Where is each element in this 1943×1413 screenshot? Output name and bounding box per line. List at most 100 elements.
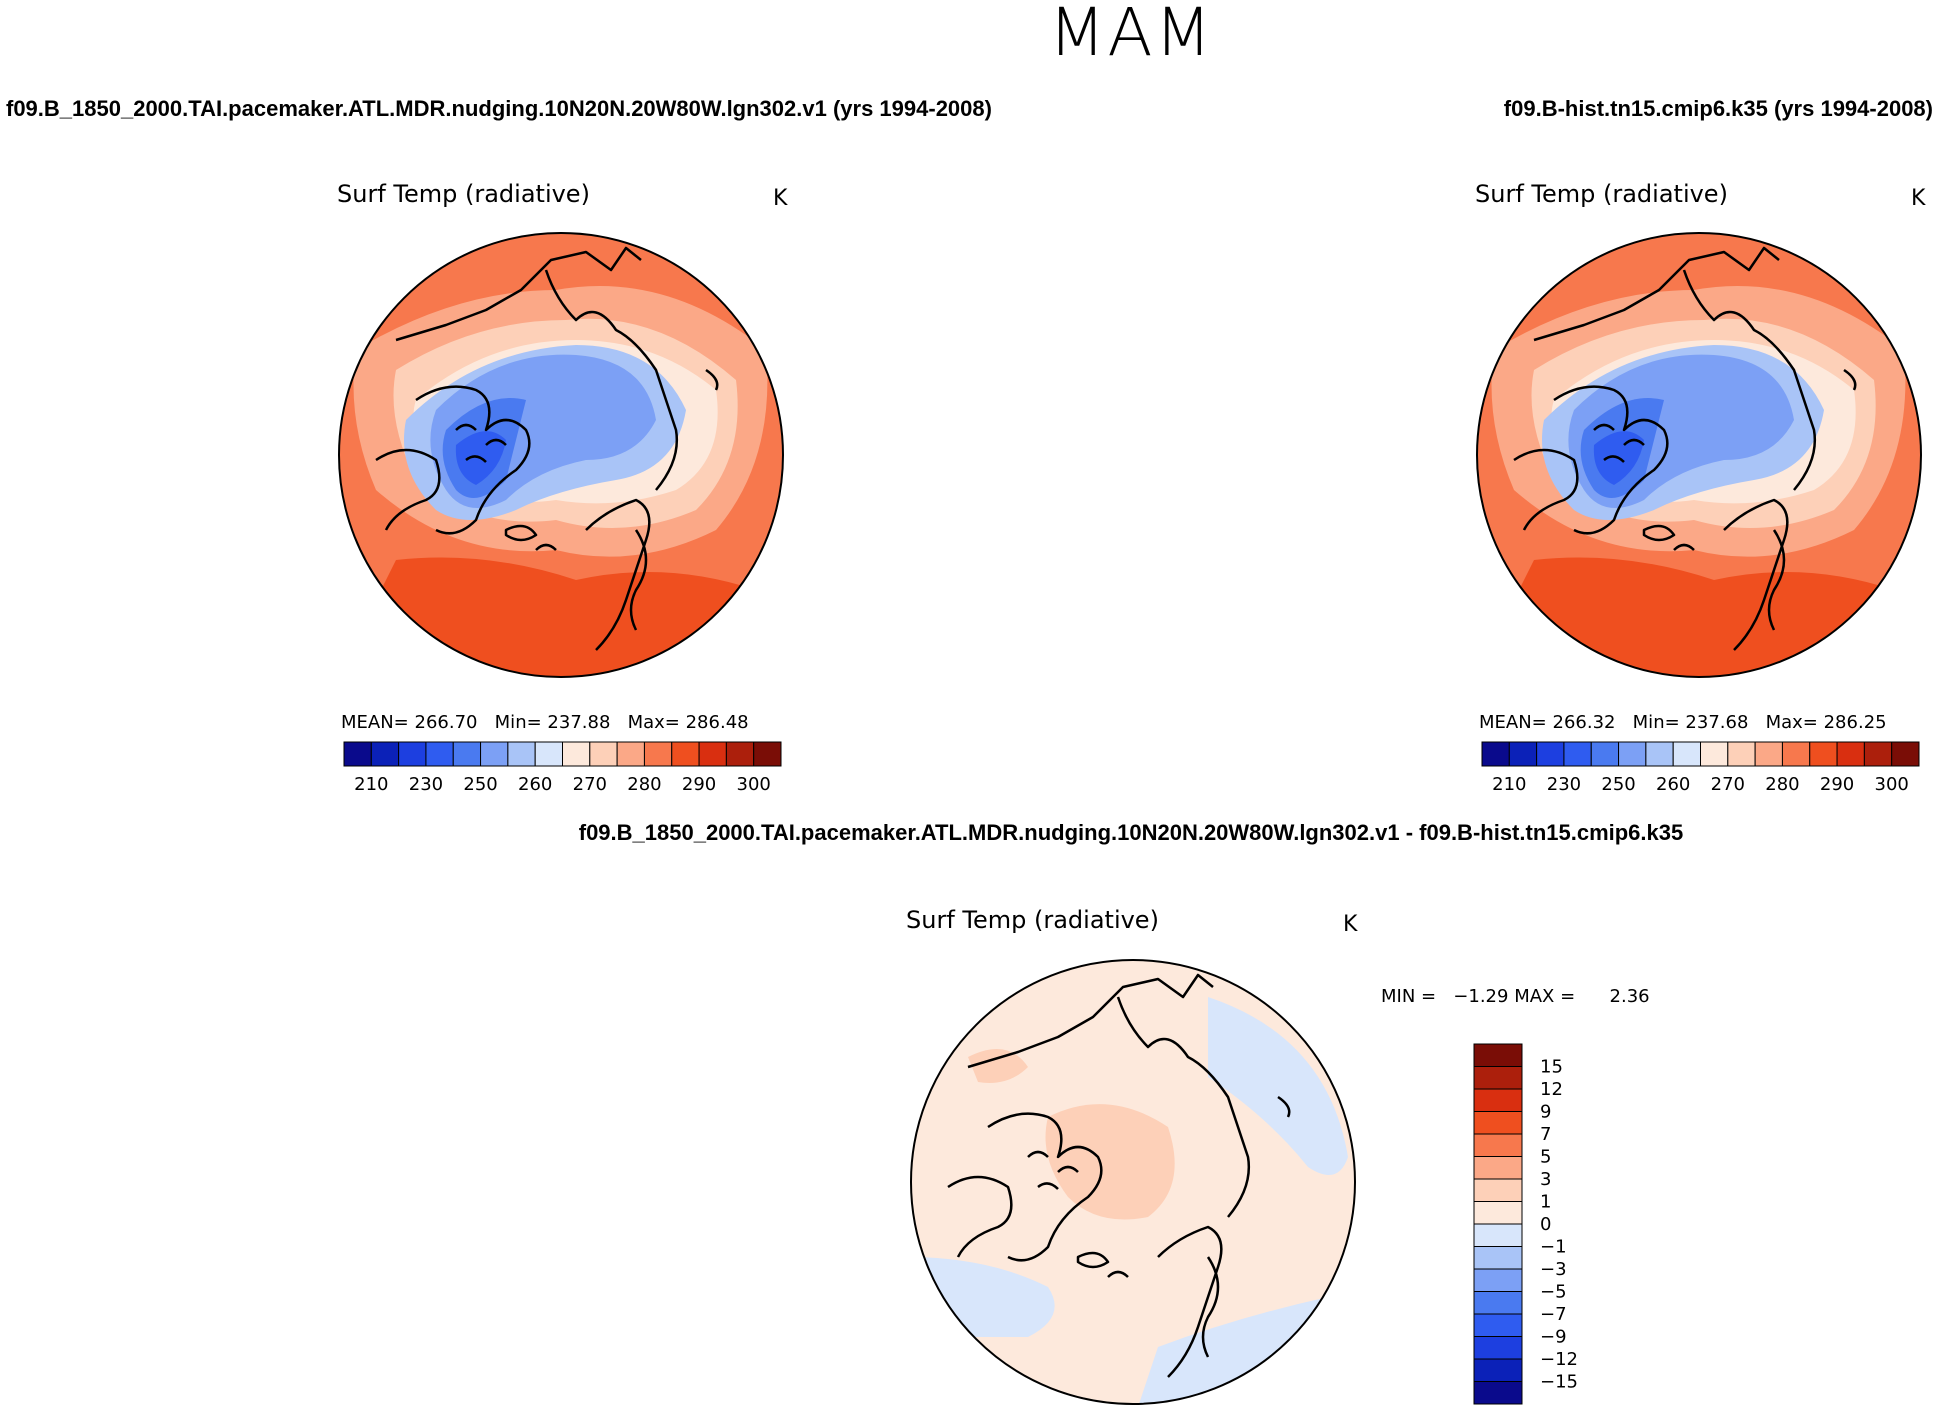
colorbar-swatch: [1473, 1066, 1523, 1090]
field-contour: [1045, 1104, 1175, 1220]
mean-value: 266.32: [1552, 712, 1616, 733]
colorbar-swatch: [1473, 1336, 1523, 1360]
colorbar-swatch: [398, 741, 427, 767]
colorbar-swatch: [507, 741, 536, 767]
colorbar-left: 210 230 250 260 270 280 290 300: [343, 741, 782, 795]
colorbar-swatch: [1473, 1043, 1523, 1067]
colorbar-swatch: [1536, 741, 1565, 767]
panel-title-diff: Surf Temp (radiative): [906, 906, 1159, 934]
colorbar-tick-label: 300: [1875, 774, 1909, 795]
colorbar-swatch: [1863, 741, 1893, 767]
mean-value: 266.70: [414, 712, 478, 733]
colorbar-swatch: [1473, 1381, 1523, 1405]
min-value: 237.68: [1685, 712, 1749, 733]
colorbar-tick-label: 260: [518, 774, 552, 795]
max-label: Max=: [627, 712, 680, 733]
colorbar-swatch: [1473, 1223, 1523, 1247]
coastlines: [1513, 246, 1857, 651]
colorbar-swatch: [480, 741, 509, 767]
map-boundary: [910, 959, 1356, 1405]
polar-map-left: [338, 232, 784, 678]
colorbar-tick-label: 270: [573, 774, 607, 795]
colorbar-swatch: [452, 741, 482, 767]
colorbar-tick-label: 9: [1540, 1102, 1551, 1123]
colorbar-swatch: [1700, 741, 1729, 767]
colorbar-tick-label: 15: [1540, 1057, 1563, 1078]
colorbar-tick-label: 270: [1711, 774, 1745, 795]
colorbar-tick-label: −12: [1540, 1349, 1578, 1370]
colorbar-swatch: [1473, 1246, 1523, 1270]
colorbar-swatch: [1590, 741, 1620, 767]
colorbar-tick-label: 280: [627, 774, 661, 795]
colorbar-swatch: [1645, 741, 1674, 767]
colorbar-swatch: [1809, 741, 1838, 767]
unit-label-right: K: [1911, 186, 1926, 211]
colorbar-swatch: [671, 741, 700, 767]
colorbar-tick-label: 260: [1656, 774, 1690, 795]
colorbar-swatch: [1891, 741, 1920, 767]
colorbar-tick-label: −9: [1540, 1327, 1567, 1348]
colorbar-swatch: [1563, 741, 1592, 767]
colorbar-tick-label: 210: [1492, 774, 1526, 795]
colorbar-tick-label: 7: [1540, 1124, 1551, 1145]
colorbar-tick-label: 230: [409, 774, 443, 795]
colorbar-swatch: [1672, 741, 1701, 767]
unit-label-diff: K: [1343, 912, 1358, 937]
colorbar-tick-label: 230: [1547, 774, 1581, 795]
colorbar-swatch: [589, 741, 618, 767]
colorbar-swatch: [1473, 1201, 1523, 1225]
colorbar-swatch: [643, 741, 673, 767]
mean-label: MEAN=: [341, 712, 409, 733]
field-contour: [968, 1049, 1028, 1083]
colorbar-tick-label: 300: [737, 774, 771, 795]
colorbar-swatch: [1781, 741, 1811, 767]
colorbar-swatch: [1473, 1111, 1523, 1135]
polar-map-diff: [910, 959, 1356, 1405]
colorbar-tick-label: 3: [1540, 1169, 1551, 1190]
colorbar-tick-label: −15: [1540, 1372, 1578, 1393]
colorbar-swatch: [725, 741, 755, 767]
stats-left: MEAN= 266.70 Min= 237.88 Max= 286.48: [341, 712, 749, 733]
colorbar-tick-label: −7: [1540, 1304, 1567, 1325]
colorbar-tick-label: 290: [682, 774, 716, 795]
stats-right: MEAN= 266.32 Min= 237.68 Max= 286.25: [1479, 712, 1887, 733]
colorbar-tick-label: 12: [1540, 1079, 1563, 1100]
case-title-left: f09.B_1850_2000.TAI.pacemaker.ATL.MDR.nu…: [6, 96, 992, 121]
field-contour: [1208, 997, 1348, 1175]
colorbar-swatch: [698, 741, 727, 767]
colorbar-swatch: [753, 741, 782, 767]
temperature-field: [339, 233, 783, 677]
colorbar-swatch: [1508, 741, 1538, 767]
min-value: −1.29: [1453, 986, 1509, 1007]
min-label: MIN =: [1381, 986, 1437, 1007]
coastlines: [947, 973, 1291, 1378]
min-label: Min=: [494, 712, 542, 733]
colorbar-swatch: [1473, 1358, 1523, 1382]
panel-title-right: Surf Temp (radiative): [1475, 180, 1728, 208]
max-value: 286.25: [1823, 712, 1887, 733]
min-label: Min=: [1632, 712, 1680, 733]
unit-label-left: K: [773, 186, 788, 211]
coastlines: [375, 246, 719, 651]
colorbar-swatch: [1473, 1291, 1523, 1315]
colorbar-swatch: [1473, 1133, 1523, 1157]
max-value: 286.48: [685, 712, 749, 733]
colorbar-swatch: [1836, 741, 1865, 767]
stats-diff: MIN = −1.29 MAX = 2.36: [1381, 986, 1650, 1007]
colorbar-tick-label: 290: [1820, 774, 1854, 795]
colorbar-tick-label: −3: [1540, 1259, 1567, 1280]
colorbar-tick-label: 5: [1540, 1147, 1551, 1168]
colorbar-tick-label: −1: [1540, 1237, 1567, 1258]
colorbar-swatch: [1473, 1313, 1523, 1337]
colorbar-swatch: [343, 741, 372, 767]
colorbar-swatch: [425, 741, 454, 767]
max-label: MAX =: [1514, 986, 1576, 1007]
colorbar-swatch: [370, 741, 400, 767]
colorbar-swatch: [1473, 1268, 1523, 1292]
case-title-diff: f09.B_1850_2000.TAI.pacemaker.ATL.MDR.nu…: [578, 820, 1684, 845]
season-title: MAM: [1048, 0, 1214, 71]
colorbar-tick-label: 0: [1540, 1214, 1551, 1235]
colorbar-tick-label: 250: [1601, 774, 1635, 795]
colorbar-swatch: [1754, 741, 1783, 767]
